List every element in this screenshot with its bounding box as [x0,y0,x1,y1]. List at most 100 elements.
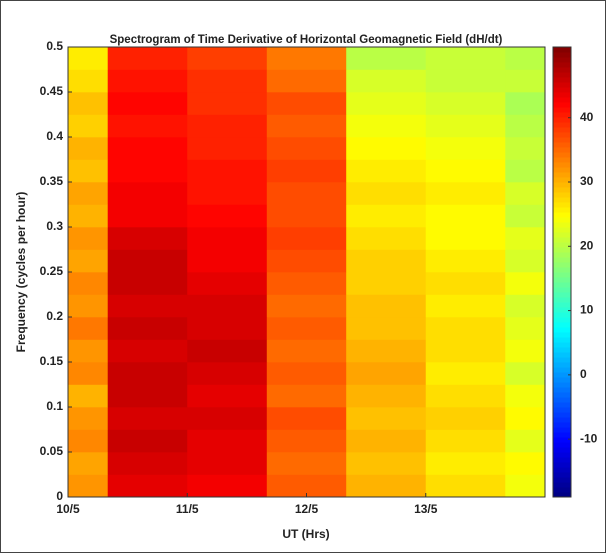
x-tick-label: 10/5 [56,502,80,516]
cell [68,474,109,498]
colorbar-band [553,127,571,133]
colorbar-band [553,277,571,283]
colorbar-band [553,232,571,238]
cell [505,114,546,138]
cell [68,294,109,318]
cell [425,92,506,115]
colorbar-band [553,387,571,393]
cell [68,182,109,205]
cell [505,47,546,70]
colorbar-tick-label: 10 [580,303,594,317]
cell [346,47,427,70]
colorbar-band [553,317,571,323]
cell [425,384,506,408]
y-tick-label: 0.3 [46,219,63,233]
cell [266,159,347,183]
colorbar-band [553,312,571,318]
cell [107,182,188,205]
colorbar-band [553,352,571,358]
cell [505,362,546,385]
cell [505,452,546,475]
cell [187,182,268,205]
colorbar-band [553,162,571,168]
cell [107,317,188,340]
cell [425,362,506,385]
colorbar-band [553,167,571,173]
cell [68,204,109,228]
cell [187,227,268,250]
cell [346,92,427,115]
cell [346,294,427,318]
cell [68,92,109,115]
colorbar-band [553,102,571,108]
cell [266,92,347,115]
colorbar-band [553,442,571,448]
cell [107,249,188,273]
cell [505,249,546,273]
colorbar-band [553,457,571,463]
cell [505,294,546,318]
colorbar-band [553,52,571,58]
colorbar-band [553,92,571,98]
x-tick-label: 12/5 [295,502,319,516]
colorbar-band [553,292,571,298]
colorbar-band [553,72,571,78]
cell [266,362,347,385]
cell [505,429,546,453]
colorbar-band [553,147,571,153]
cell [68,362,109,385]
cell [68,452,109,475]
colorbar-band [553,482,571,488]
y-tick-label: 0.35 [40,174,64,188]
y-tick-label: 0.2 [46,309,63,323]
cell [107,47,188,70]
colorbar-band [553,222,571,228]
cell [187,339,268,363]
cell [505,182,546,205]
colorbar-band [553,382,571,388]
cell [505,137,546,160]
cell [107,69,188,93]
cell [107,227,188,250]
cell [346,407,427,430]
colorbar-band [553,122,571,128]
cell [107,384,188,408]
colorbar-band [553,347,571,353]
colorbar-band [553,197,571,203]
cell [187,384,268,408]
colorbar-band [553,152,571,158]
colorbar-band [553,367,571,373]
cell [68,69,109,93]
cell [107,114,188,138]
cell [187,272,268,295]
cell [505,407,546,430]
colorbar-band [553,47,571,53]
cell [505,92,546,115]
colorbar-tick-label: -10 [580,431,598,445]
cell [346,272,427,295]
colorbar-band [553,402,571,408]
colorbar-tick-label: 30 [580,174,594,188]
cell [107,339,188,363]
colorbar-band [553,307,571,313]
colorbar-band [553,132,571,138]
cell [187,362,268,385]
cell [107,474,188,498]
cell [346,159,427,183]
colorbar-band [553,437,571,443]
cell [187,137,268,160]
cell [346,452,427,475]
cell [505,159,546,183]
cell [346,182,427,205]
colorbar-band [553,237,571,243]
colorbar-band [553,112,571,118]
cell [266,227,347,250]
cell [68,339,109,363]
y-tick-label: 0.15 [40,354,64,368]
colorbar-band [553,332,571,338]
cell [505,272,546,295]
colorbar-band [553,297,571,303]
cell [346,114,427,138]
cell [425,137,506,160]
colorbar-band [553,262,571,268]
